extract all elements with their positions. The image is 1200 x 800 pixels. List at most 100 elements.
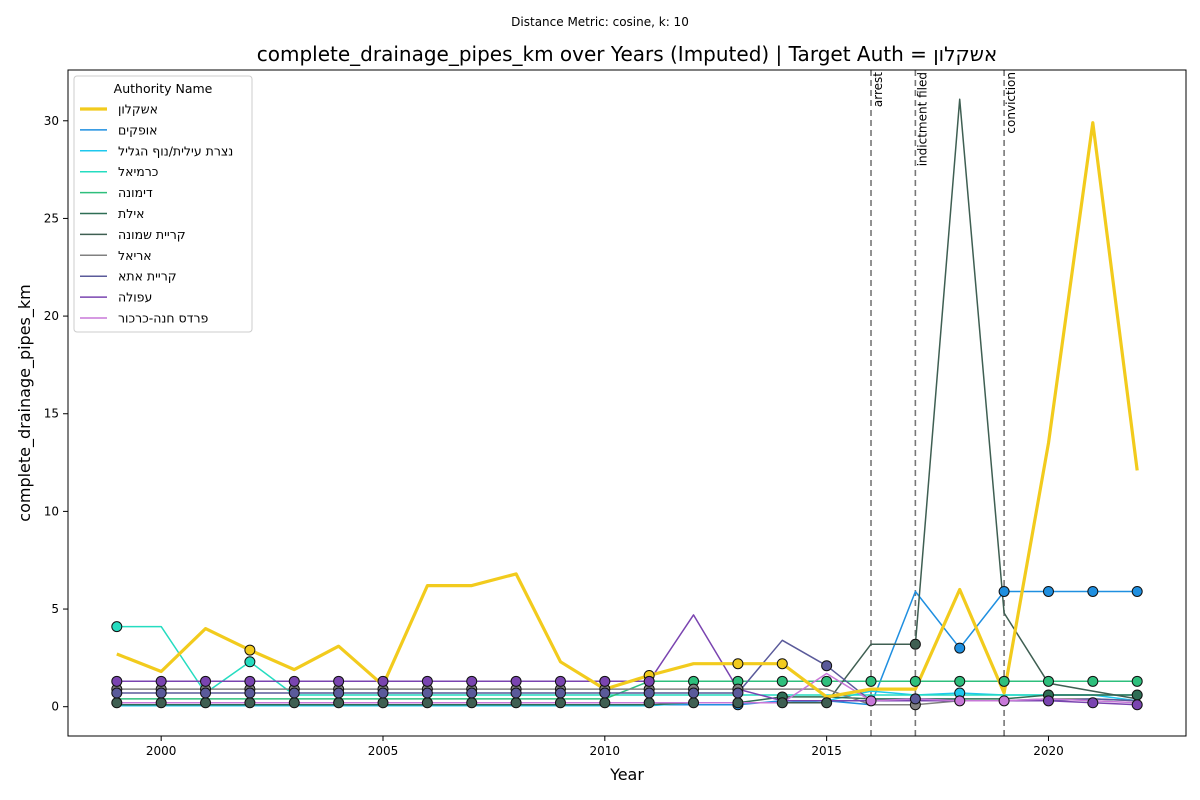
data-point	[244, 656, 256, 668]
data-point	[1087, 697, 1099, 709]
data-point	[111, 621, 123, 633]
legend-box	[73, 75, 253, 333]
data-point	[510, 697, 522, 709]
data-point	[377, 675, 389, 687]
data-point	[200, 687, 212, 699]
legend-label: הנומיד	[118, 185, 153, 200]
data-point	[1042, 585, 1054, 597]
data-point	[554, 687, 566, 699]
x-tick-label: 2020	[1033, 744, 1064, 758]
event-label: arrest	[871, 72, 885, 107]
data-point	[643, 687, 655, 699]
x-tick-label: 2015	[811, 744, 842, 758]
data-point	[288, 675, 300, 687]
data-point	[244, 675, 256, 687]
data-point	[776, 675, 788, 687]
y-tick-label: 0	[51, 700, 59, 714]
data-point	[244, 644, 256, 656]
y-tick-label: 30	[44, 114, 59, 128]
legend-label: לאירא	[118, 248, 152, 263]
y-tick-label: 15	[44, 407, 59, 421]
data-point	[510, 675, 522, 687]
legend-label: םיקפוא	[118, 122, 158, 137]
data-point	[732, 658, 744, 670]
data-point	[821, 660, 833, 672]
y-tick-label: 20	[44, 309, 59, 323]
legend-label: לילגה ףונ/תיליע תרצנ	[118, 143, 233, 158]
data-point	[1131, 699, 1143, 711]
data-point	[776, 658, 788, 670]
y-tick-label: 5	[51, 602, 59, 616]
y-axis-title: complete_drainage_pipes_km	[15, 284, 35, 521]
data-point	[1131, 675, 1143, 687]
data-point	[1042, 675, 1054, 687]
series-line	[116, 694, 1138, 706]
data-point	[554, 697, 566, 709]
data-point	[466, 697, 478, 709]
data-point	[998, 675, 1010, 687]
data-point	[111, 687, 123, 699]
y-axis: 0 5 10 15 20 25 30	[44, 114, 68, 714]
data-point	[732, 697, 744, 709]
data-point	[821, 675, 833, 687]
data-point	[1131, 689, 1143, 701]
chart-subtitle: Distance Metric: cosine, k: 10	[511, 15, 689, 29]
data-point	[998, 695, 1010, 707]
series-line	[116, 625, 1138, 696]
data-point	[909, 693, 921, 705]
data-point	[998, 585, 1010, 597]
y-tick-label: 25	[44, 211, 59, 225]
data-point	[643, 675, 655, 687]
data-point	[288, 697, 300, 709]
data-point	[377, 687, 389, 699]
plot-frame	[67, 69, 1187, 737]
data-point	[688, 697, 700, 709]
data-point	[288, 687, 300, 699]
data-point	[155, 697, 167, 709]
data-point	[599, 697, 611, 709]
legend-label: רוכרכ-הנח סדרפ	[118, 311, 209, 326]
x-tick-label: 2010	[590, 744, 621, 758]
legend-label: הלופע	[118, 290, 152, 305]
data-point	[155, 687, 167, 699]
chart-title: complete_drainage_pipes_km over Years (I…	[257, 42, 997, 66]
data-point	[333, 687, 345, 699]
data-point	[1042, 695, 1054, 707]
series-line	[116, 98, 1138, 704]
series-line	[116, 672, 1138, 704]
series-markers	[111, 585, 1143, 711]
data-point	[1131, 585, 1143, 597]
legend: Authority Name ןולקשא םיקפוא לילגה ףונ/תיל…	[73, 75, 253, 333]
data-point	[954, 675, 966, 687]
data-point	[688, 687, 700, 699]
data-point	[865, 675, 877, 687]
data-point	[333, 697, 345, 709]
data-point	[821, 697, 833, 709]
data-point	[1087, 585, 1099, 597]
y-tick-label: 10	[44, 504, 59, 518]
series-lines	[116, 98, 1139, 707]
x-tick-label: 2000	[146, 744, 177, 758]
data-point	[421, 675, 433, 687]
legend-label: לאימרכ	[118, 164, 158, 179]
data-point	[244, 697, 256, 709]
legend-label: ןולקשא	[118, 102, 158, 117]
series-line	[116, 690, 1138, 707]
x-tick-label: 2005	[368, 744, 399, 758]
data-point	[554, 675, 566, 687]
event-label: indictment filed	[915, 72, 929, 166]
event-label: conviction	[1004, 72, 1018, 134]
series-line	[116, 680, 1138, 700]
data-point	[1087, 675, 1099, 687]
data-point	[377, 697, 389, 709]
data-point	[333, 675, 345, 687]
data-point	[421, 697, 433, 709]
series-line	[116, 121, 1139, 699]
data-point	[111, 675, 123, 687]
data-point	[954, 695, 966, 707]
data-point	[732, 687, 744, 699]
legend-label: תליא	[118, 206, 144, 221]
data-point	[865, 695, 877, 707]
data-point	[466, 675, 478, 687]
